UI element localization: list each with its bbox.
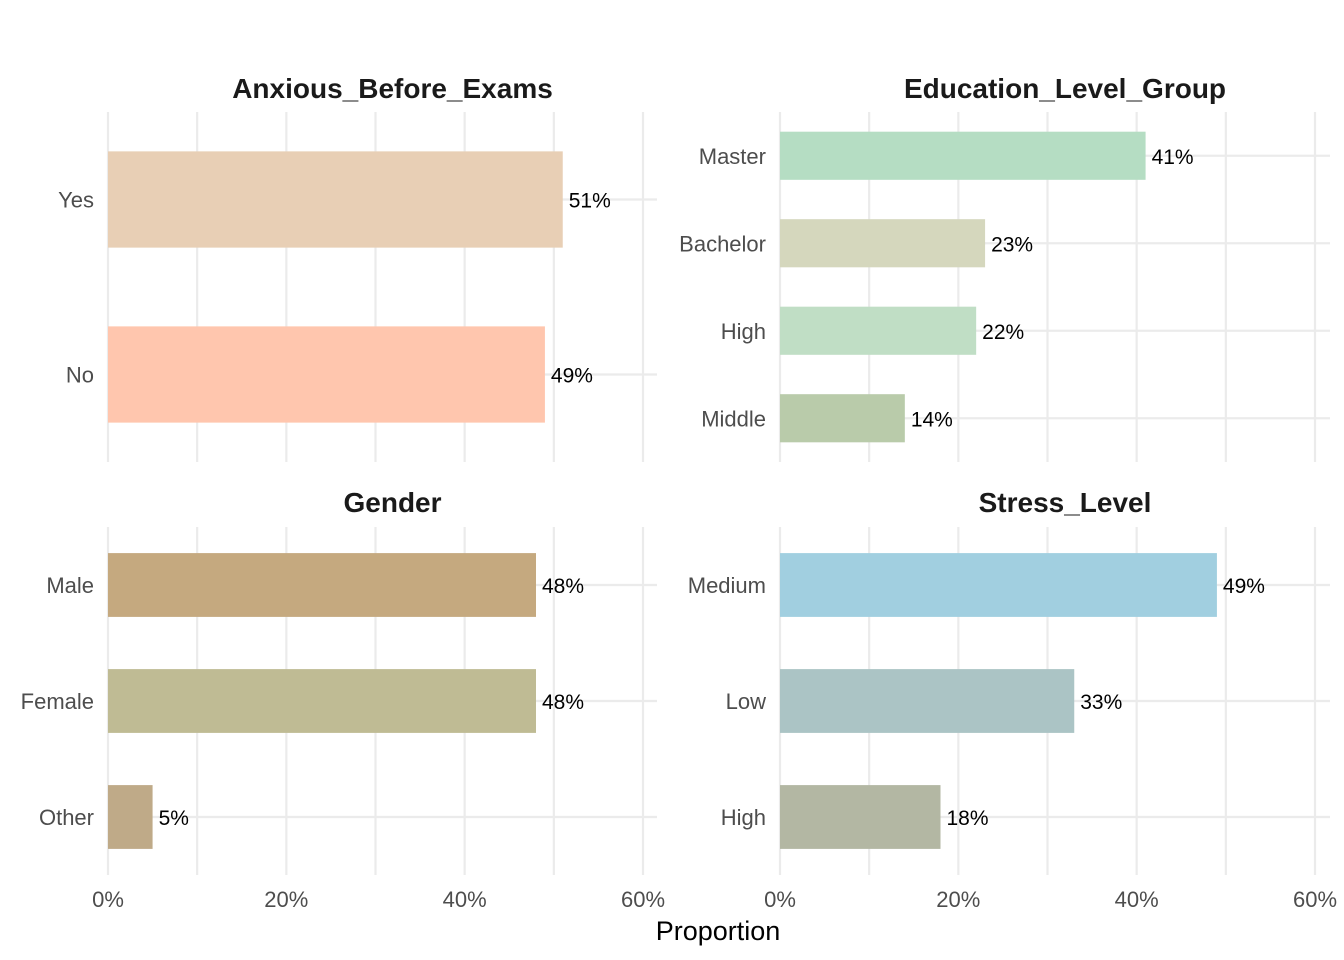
bar-value-label: 22% [982, 321, 1024, 344]
bar-medium [780, 553, 1217, 617]
panel-1: 51% Yes 49% No Anxious_Before_Exams [58, 73, 657, 462]
bar-high [780, 306, 977, 355]
bar-high [780, 785, 941, 849]
category-label: High [721, 319, 766, 344]
panel-title: Anxious_Before_Exams [232, 73, 553, 104]
bar-other [108, 785, 153, 849]
x-tick-label: 60% [621, 887, 665, 912]
bar-male [108, 553, 536, 617]
bar-value-label: 48% [542, 575, 584, 598]
category-label: Middle [701, 406, 766, 431]
bar-value-label: 23% [991, 233, 1033, 256]
bar-value-label: 33% [1080, 691, 1122, 714]
bar-value-label: 51% [569, 190, 611, 213]
x-tick-label: 60% [1293, 887, 1337, 912]
category-label: Master [699, 144, 766, 169]
bar-value-label: 41% [1152, 146, 1194, 169]
bar-value-label: 48% [542, 691, 584, 714]
panel-title: Stress_Level [979, 487, 1152, 518]
x-axis-title: Proportion [656, 916, 781, 946]
category-label: Medium [688, 573, 766, 598]
x-tick-label: 0% [92, 887, 124, 912]
category-label: High [721, 805, 766, 830]
panel-2: 41% Master 23% Bachelor 22% High 14% Middle Educ… [679, 73, 1330, 462]
x-tick-label: 20% [936, 887, 980, 912]
x-tick-label: 40% [443, 887, 487, 912]
panel-title: Gender [343, 487, 441, 518]
bar-value-label: 49% [551, 365, 593, 388]
bar-master [780, 131, 1146, 180]
bar-value-label: 5% [159, 807, 189, 830]
panel-3: 48% Male 48% Female 5% Other Gender 0% 20% 40% 60% [21, 487, 665, 912]
bar-value-label: 14% [911, 408, 953, 431]
bar-no [108, 326, 545, 423]
bar-value-label: 18% [947, 807, 989, 830]
x-tick-label: 20% [264, 887, 308, 912]
x-tick-label: 0% [764, 887, 796, 912]
bar-yes [108, 151, 563, 248]
bar-female [108, 669, 536, 733]
category-label: Male [46, 573, 94, 598]
category-label: Other [39, 805, 94, 830]
x-tick-label: 40% [1115, 887, 1159, 912]
category-label: Yes [58, 188, 94, 213]
category-label: Low [726, 689, 766, 714]
panel-title: Education_Level_Group [904, 73, 1226, 104]
category-label: Bachelor [679, 231, 766, 256]
category-label: No [66, 363, 94, 388]
bar-low [780, 669, 1075, 733]
bar-bachelor [780, 219, 986, 268]
bar-middle [780, 394, 905, 443]
bar-value-label: 49% [1223, 575, 1265, 598]
panel-4: 49% Medium 33% Low 18% High Stress_Level 0% 20% 4… [688, 487, 1337, 912]
category-label: Female [21, 689, 94, 714]
